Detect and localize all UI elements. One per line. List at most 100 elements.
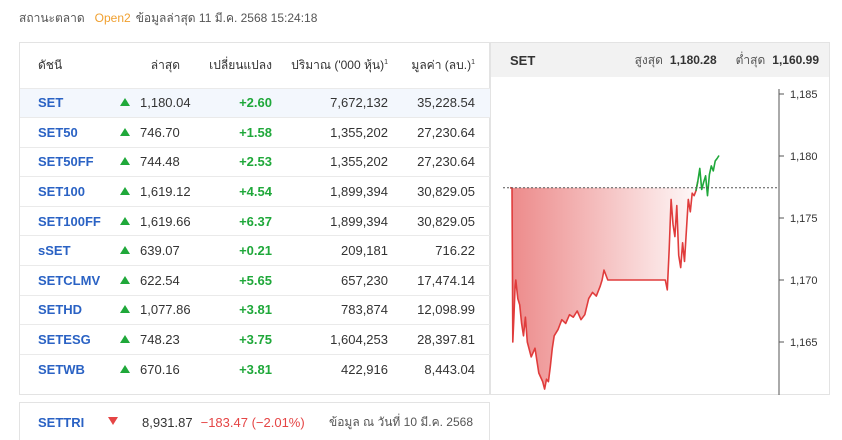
chart-high: สูงสุด 1,180.28: [635, 51, 717, 70]
value-amount-text: 8,443.04: [424, 361, 475, 377]
change-value-text: +3.81: [239, 361, 272, 377]
value-amount-text: 12,098.99: [417, 302, 475, 318]
index-name[interactable]: SET100: [20, 176, 120, 207]
table-row[interactable]: SETESG 748.23 +3.75 1,604,253 28,397.81: [20, 324, 491, 355]
below-reference-area: [510, 187, 698, 390]
col-header-volume: ปริมาณ ('000 หุ้น)1: [288, 43, 404, 88]
series-line-down: [509, 180, 699, 390]
volume-value-text: 783,874: [341, 302, 388, 318]
table-row[interactable]: SET50 746.70 +1.58 1,355,202 27,230.64: [20, 117, 491, 148]
index-name-text: SETESG: [38, 332, 91, 348]
volume-value: 657,230: [288, 265, 404, 296]
volume-value-text: 209,181: [341, 243, 388, 259]
table-row[interactable]: SET100FF 1,619.66 +6.37 1,899,394 30,829.05: [20, 205, 491, 236]
series-line-up: [695, 155, 720, 197]
settri-card: SETTRI 8,931.87 −183.47 (−2.01%) ข้อมูล …: [19, 402, 490, 440]
index-name-text: sSET: [38, 243, 71, 259]
change-value: +1.58: [196, 117, 288, 148]
volume-value: 209,181: [288, 235, 404, 266]
last-value: 622.54: [120, 265, 196, 296]
volume-value: 1,899,394: [288, 205, 404, 236]
index-name[interactable]: SET50: [20, 117, 120, 148]
index-name[interactable]: SET100FF: [20, 205, 120, 236]
index-name[interactable]: sSET: [20, 235, 120, 266]
last-value: 1,619.66: [120, 205, 196, 236]
value-amount-text: 30,829.05: [417, 213, 475, 229]
up-arrow-icon: [120, 127, 130, 136]
y-tick-label: 1,180: [790, 151, 818, 163]
last-value-text: 622.54: [140, 272, 180, 288]
last-value-text: 639.07: [140, 243, 180, 259]
value-amount: 27,230.64: [404, 117, 491, 148]
index-name[interactable]: SET50FF: [20, 146, 120, 177]
last-value: 744.48: [120, 146, 196, 177]
up-arrow-icon: [120, 187, 130, 196]
intraday-chart[interactable]: 1,1601,1651,1701,1751,1801,18510:0012:00…: [491, 77, 829, 395]
volume-value-text: 1,355,202: [330, 124, 388, 140]
market-status-value: Open2: [94, 11, 131, 25]
up-arrow-icon: [120, 98, 130, 107]
value-amount-text: 28,397.81: [417, 332, 475, 348]
volume-value: 7,672,132: [288, 87, 404, 118]
change-value: +2.60: [196, 87, 288, 118]
volume-value: 422,916: [288, 353, 404, 384]
col-header-last: ล่าสุด: [150, 57, 180, 72]
last-value-text: 746.70: [140, 124, 180, 140]
change-value: +3.81: [196, 294, 288, 325]
table-row[interactable]: sSET 639.07 +0.21 209,181 716.22: [20, 235, 491, 266]
table-row[interactable]: SETHD 1,077.86 +3.81 783,874 12,098.99: [20, 294, 491, 325]
index-name-text: SET100FF: [38, 213, 101, 229]
col-header-change: เปลี่ยนแปลง: [209, 57, 272, 72]
settri-data-date: ข้อมูล ณ วันที่ 10 มี.ค. 2568: [329, 414, 473, 429]
up-arrow-icon: [120, 305, 130, 314]
change-value-text: +2.53: [239, 154, 272, 170]
footnote-marker: 1: [384, 58, 388, 66]
change-value-text: +3.75: [239, 332, 272, 348]
y-tick-label: 1,175: [790, 213, 818, 225]
last-value: 1,619.12: [120, 176, 196, 207]
change-value-text: +5.65: [239, 272, 272, 288]
index-name[interactable]: SETESG: [20, 324, 120, 355]
volume-value-text: 7,672,132: [330, 95, 388, 111]
index-name[interactable]: SETWB: [20, 353, 120, 384]
last-value: 1,180.04: [120, 87, 196, 118]
value-amount-text: 35,228.54: [417, 95, 475, 111]
up-arrow-icon: [120, 157, 130, 166]
table-row[interactable]: SET 1,180.04 +2.60 7,672,132 35,228.54: [20, 87, 491, 118]
value-amount: 30,829.05: [404, 205, 491, 236]
value-amount-text: 716.22: [435, 243, 475, 259]
last-value: 748.23: [120, 324, 196, 355]
volume-value-text: 422,916: [341, 361, 388, 377]
change-value-text: +0.21: [239, 243, 272, 259]
last-value-text: 1,077.86: [140, 302, 191, 318]
market-status-label: สถานะตลาด: [19, 10, 85, 25]
table-row[interactable]: SET50FF 744.48 +2.53 1,355,202 27,230.64: [20, 146, 491, 177]
change-value: +0.21: [196, 235, 288, 266]
change-value-text: +1.58: [239, 124, 272, 140]
volume-value: 783,874: [288, 294, 404, 325]
volume-value: 1,899,394: [288, 176, 404, 207]
last-value: 1,077.86: [120, 294, 196, 325]
chart-low-label: ต่ำสุด: [735, 52, 766, 67]
volume-value: 1,604,253: [288, 324, 404, 355]
value-amount-text: 30,829.05: [417, 184, 475, 200]
chart-high-label: สูงสุด: [634, 52, 663, 67]
index-name[interactable]: SETHD: [20, 294, 120, 325]
index-name[interactable]: SET: [20, 87, 120, 118]
table-row[interactable]: SET100 1,619.12 +4.54 1,899,394 30,829.05: [20, 176, 491, 207]
volume-value: 1,355,202: [288, 117, 404, 148]
table-row[interactable]: SETWB 670.16 +3.81 422,916 8,443.04: [20, 353, 491, 384]
index-name[interactable]: SETCLMV: [20, 265, 120, 296]
up-arrow-icon: [120, 364, 130, 373]
last-value: 670.16: [120, 353, 196, 384]
change-value: +3.75: [196, 324, 288, 355]
settri-name[interactable]: SETTRI: [38, 414, 85, 430]
table-row[interactable]: SETCLMV 622.54 +5.65 657,230 17,474.14: [20, 265, 491, 296]
index-name-text: SETCLMV: [38, 272, 101, 288]
settri-row[interactable]: SETTRI 8,931.87 −183.47 (−2.01%) ข้อมูล …: [20, 403, 489, 440]
value-amount: 35,228.54: [404, 87, 491, 118]
last-value-text: 744.48: [140, 154, 180, 170]
up-arrow-icon: [120, 246, 130, 255]
col-header-value-text: มูลค่า (ลบ.): [411, 57, 472, 72]
last-value-text: 1,180.04: [140, 95, 191, 111]
